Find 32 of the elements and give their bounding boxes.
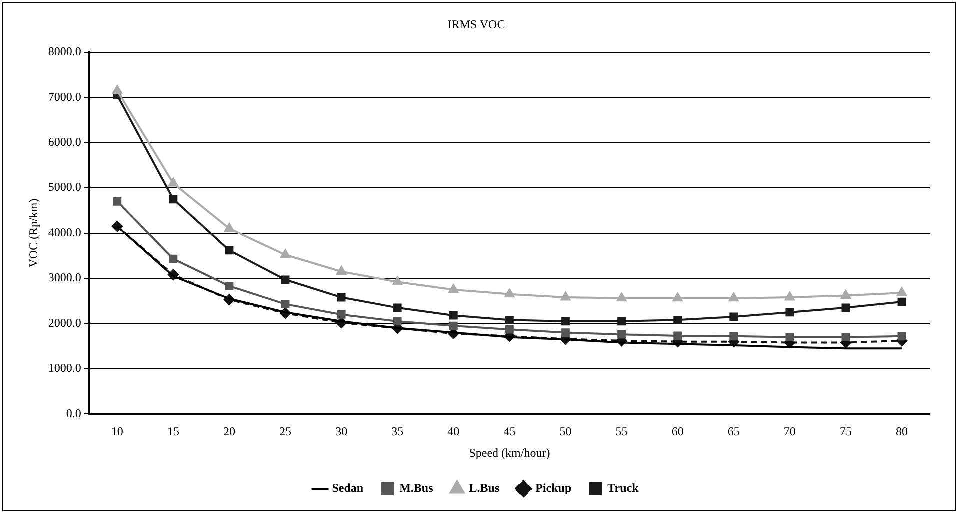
y-tick-label: 0.0 xyxy=(66,406,82,420)
x-tick-label: 10 xyxy=(111,424,124,439)
x-tick-label: 80 xyxy=(896,424,908,439)
y-tick-label: 8000.0 xyxy=(48,44,82,59)
legend-label: M.Bus xyxy=(400,481,434,496)
y-tick-label: 5000.0 xyxy=(48,180,82,194)
x-tick-label: 55 xyxy=(616,424,628,439)
legend-label: Sedan xyxy=(332,481,364,496)
legend-label: L.Bus xyxy=(469,481,500,496)
legend-label: Pickup xyxy=(536,481,572,496)
x-tick-label: 65 xyxy=(728,424,740,439)
x-axis-title: Speed (km/hour) xyxy=(469,446,550,460)
y-tick-label: 3000.0 xyxy=(48,270,82,285)
x-tick-label: 75 xyxy=(840,424,852,439)
legend-label: Truck xyxy=(608,481,640,496)
x-tick-label: 60 xyxy=(672,424,684,439)
x-tick-label: 40 xyxy=(448,424,460,439)
chart-title: IRMS VOC xyxy=(448,17,506,32)
x-tick-label: 70 xyxy=(784,424,796,439)
y-tick-label: 7000.0 xyxy=(48,90,82,104)
y-tick-label: 4000.0 xyxy=(48,225,82,240)
x-tick-label: 20 xyxy=(224,424,236,439)
y-tick-label: 6000.0 xyxy=(48,135,82,150)
x-tick-label: 45 xyxy=(504,424,516,439)
x-tick-label: 35 xyxy=(392,424,404,439)
x-tick-label: 25 xyxy=(280,424,292,439)
y-tick-label: 2000.0 xyxy=(48,316,82,330)
x-tick-label: 50 xyxy=(560,424,572,439)
x-tick-label: 15 xyxy=(167,424,180,439)
x-tick-label: 30 xyxy=(336,424,348,439)
y-tick-label: 1000.0 xyxy=(48,361,82,376)
y-axis-title: VOC (Rp/km) xyxy=(26,198,40,268)
